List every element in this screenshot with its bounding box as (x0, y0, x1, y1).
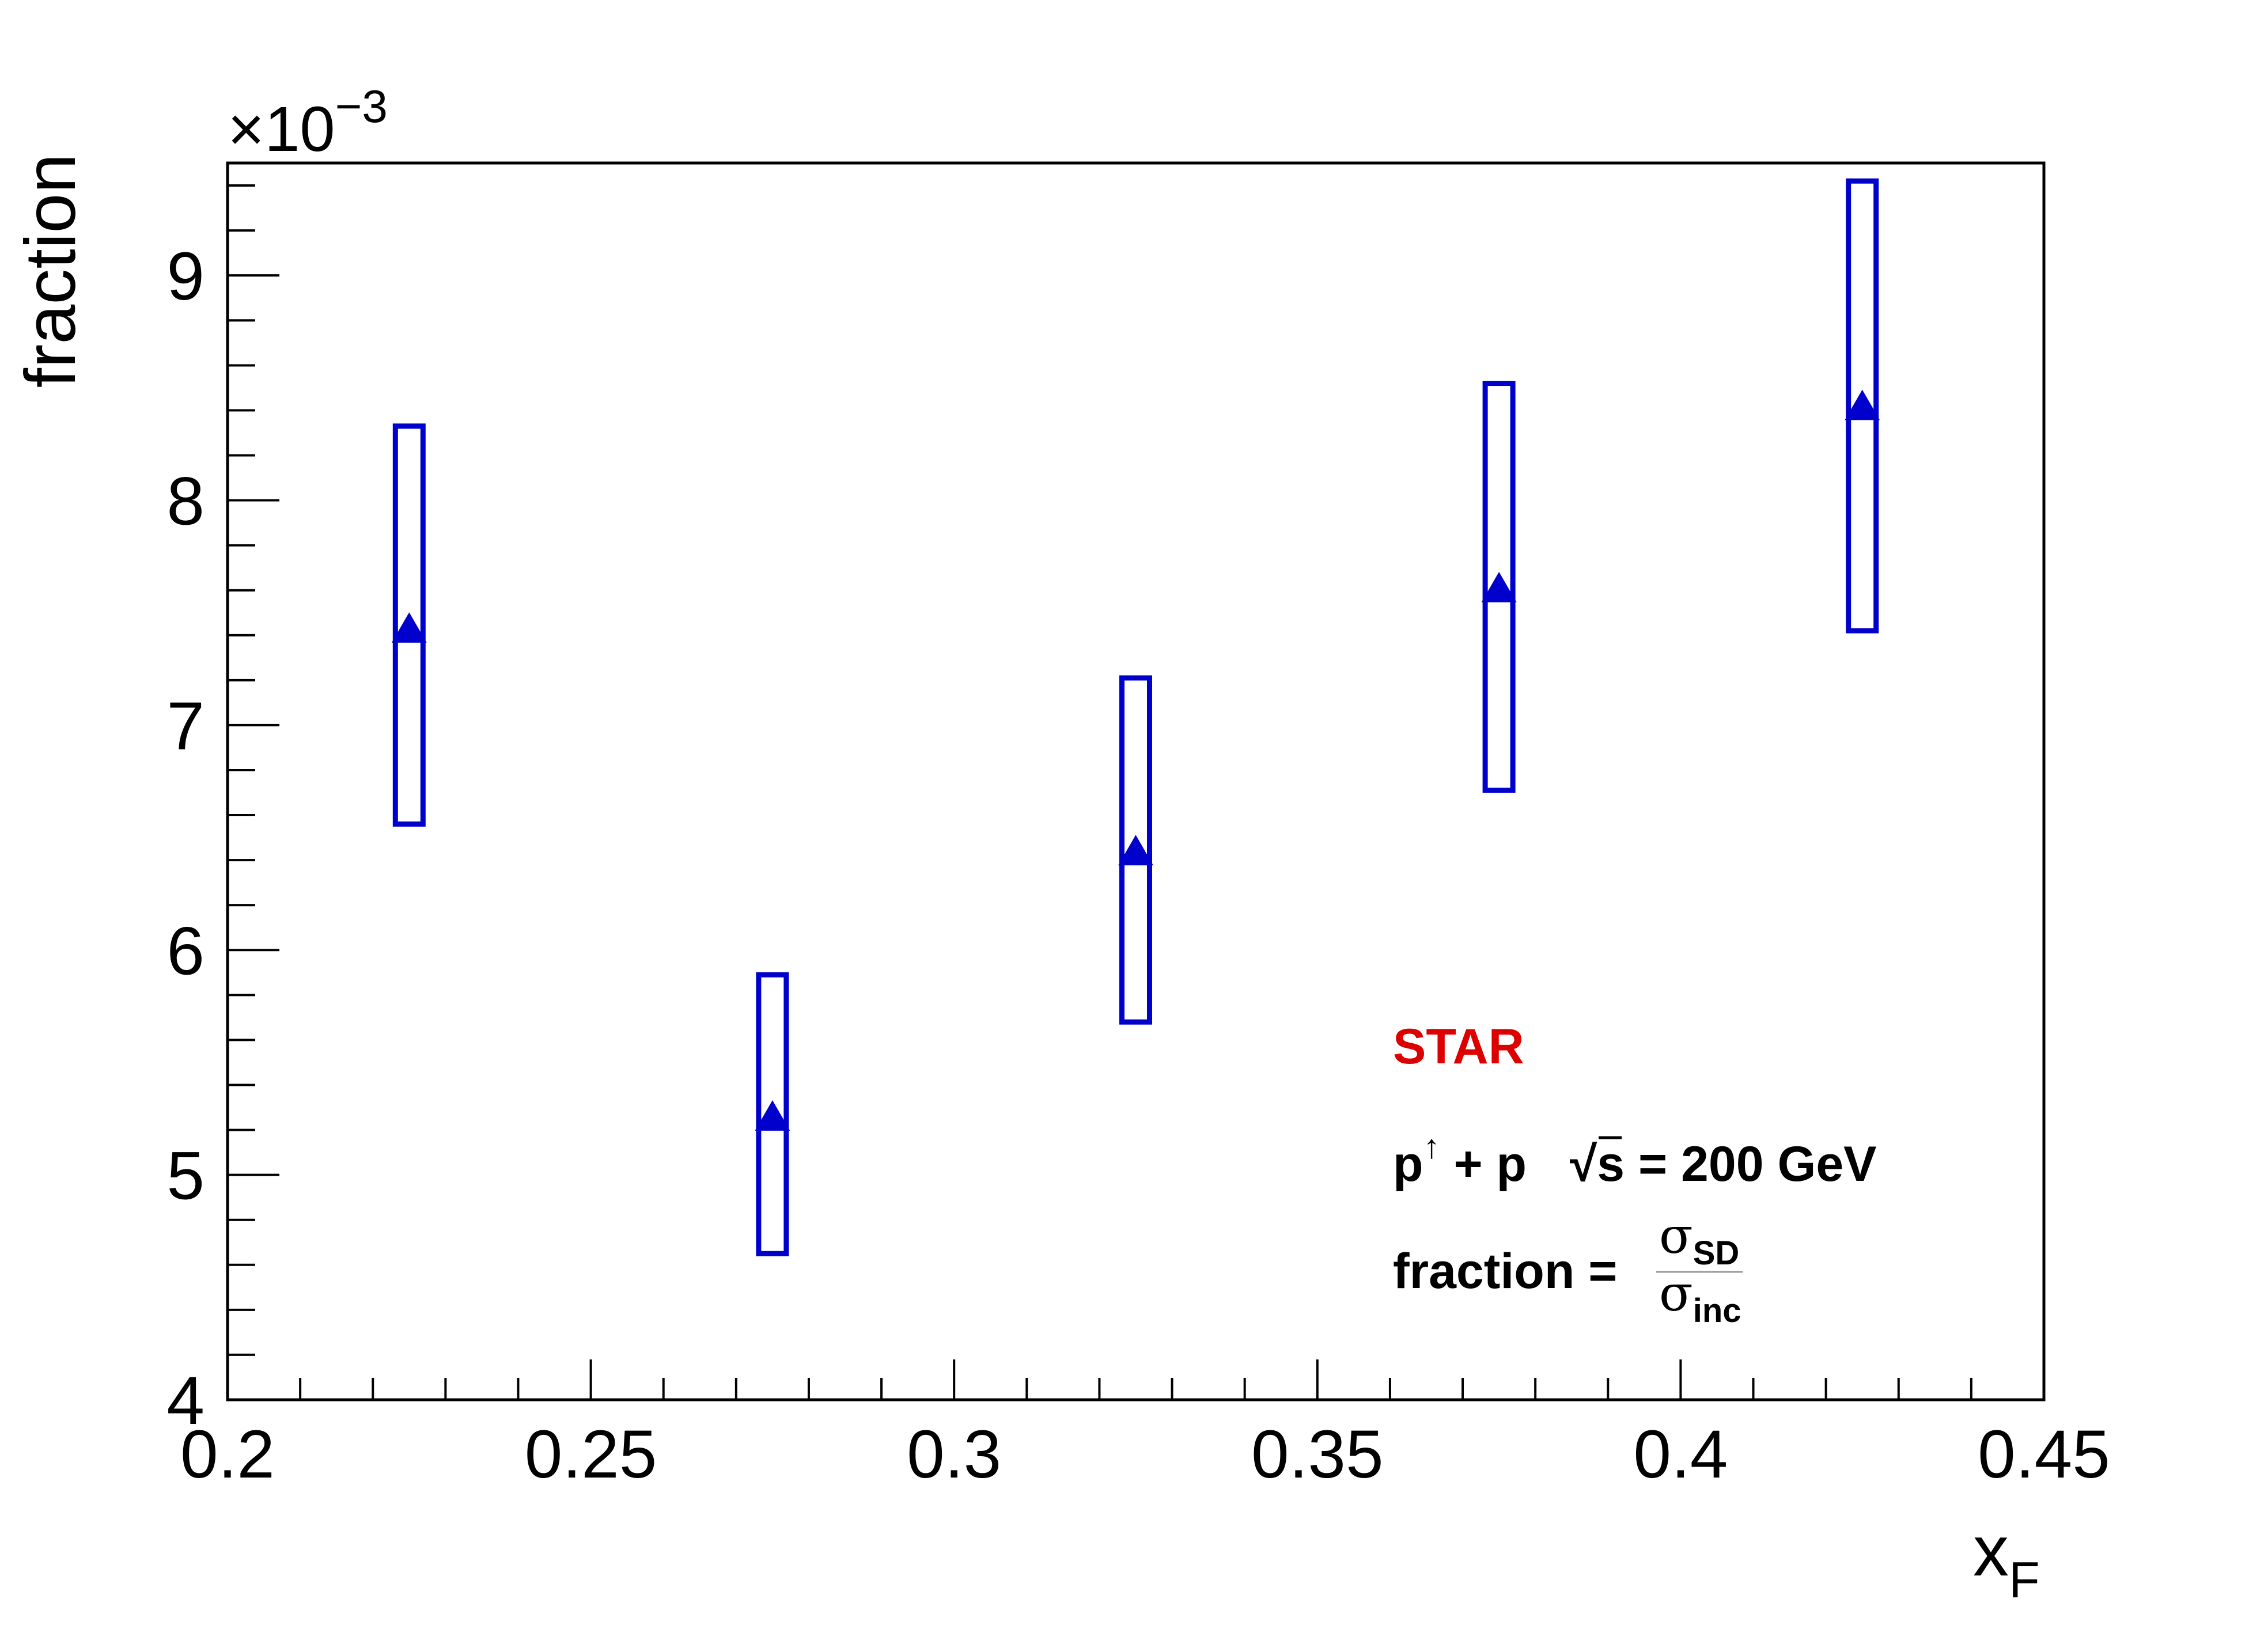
systematic-error-box (1846, 178, 1879, 634)
y-tick-label: 9 (166, 238, 205, 315)
y-tick-label: 5 (166, 1138, 205, 1214)
x-axis-title-main: x (1973, 1512, 2009, 1591)
legend-denominator: σinc (1659, 1265, 1741, 1329)
systematic-error-box (1119, 675, 1152, 1025)
data-point-marker (755, 1100, 790, 1131)
legend-numerator: σSD (1659, 1207, 1739, 1272)
legend-numerator-sigma: σ (1659, 1207, 1693, 1265)
legend-text: STAR p↑ + p √s = 200 GeV fraction = σSD … (1393, 1019, 1877, 1329)
systematic-error-box (1482, 381, 1516, 793)
y-tick-label: 4 (166, 1363, 205, 1439)
data-point-marker (1481, 571, 1517, 603)
legend-collision-rest: + p (1440, 1137, 1527, 1192)
legend-collision: p↑ + p (1393, 1128, 1527, 1192)
legend-experiment: STAR (1393, 1019, 1524, 1074)
y-axis-title: fraction (11, 154, 90, 388)
x-axis-title: xF (1973, 1512, 2040, 1608)
x-tick-label: 0.4 (1633, 1416, 1728, 1493)
legend-fraction-label: fraction = (1393, 1244, 1617, 1299)
y-axis-exponent-base: ×10 (228, 94, 335, 165)
x-axis-title-sub: F (2009, 1551, 2040, 1608)
y-axis-exponent-power: −3 (335, 81, 388, 132)
axes-layer: 0.2 0.25 0.3 0.35 0.4 0.45 4 5 6 7 8 9 (166, 161, 2110, 1493)
y-axis-exponent: ×10−3 (228, 81, 388, 165)
legend-energy-s: s (1597, 1137, 1625, 1192)
y-tick-label: 8 (166, 464, 205, 540)
y-tick-label: 6 (166, 913, 205, 989)
x-tick-label: 0.35 (1251, 1416, 1384, 1493)
legend-denominator-sigma: σ (1659, 1265, 1693, 1323)
x-tick-label: 0.3 (907, 1416, 1001, 1493)
plot-frame (226, 161, 2046, 1401)
data-point-marker (1845, 389, 1880, 421)
y-tick-label: 7 (166, 688, 205, 764)
x-tick-label: 0.45 (1978, 1416, 2110, 1493)
legend-energy-rest: = 200 GeV (1625, 1137, 1876, 1192)
data-marks (391, 178, 1880, 1256)
x-tick-label: 0.2 (180, 1416, 275, 1493)
x-tick-label: 0.25 (525, 1416, 657, 1493)
systematic-error-box (392, 423, 426, 827)
legend-energy: √s = 200 GeV (1570, 1137, 1877, 1192)
systematic-error-box (756, 972, 789, 1256)
data-point-marker (391, 612, 427, 643)
legend-sqrt: √ (1570, 1137, 1597, 1192)
legend-collision-arrow: ↑ (1423, 1128, 1440, 1165)
legend-collision-p: p (1393, 1137, 1423, 1192)
data-point-marker (1118, 835, 1153, 866)
legend-denominator-sub: inc (1693, 1292, 1741, 1329)
legend-numerator-sub: SD (1693, 1234, 1740, 1272)
